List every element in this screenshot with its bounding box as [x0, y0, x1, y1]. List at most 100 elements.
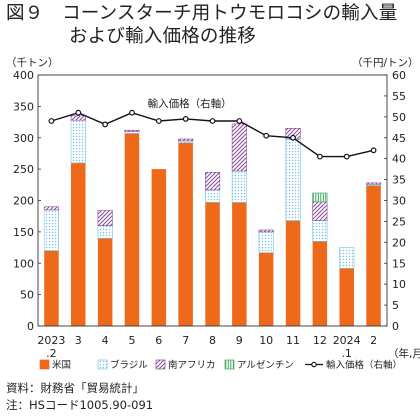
price-point-12 [370, 147, 377, 154]
price-point-1 [75, 109, 82, 116]
bar-2-1 [70, 115, 86, 121]
bar-1-0 [43, 209, 60, 251]
right-tick-label-9: 45 [392, 132, 406, 145]
x-tick-label-7: 9 [236, 334, 243, 347]
right-tick-label-10: 50 [392, 111, 406, 124]
x-tick-label-3: 5 [129, 334, 136, 347]
bar-0-7 [232, 202, 247, 326]
left-tick-label-4: 200 [13, 195, 34, 208]
left-tick-label-8: 400 [13, 69, 34, 82]
price-point-8 [263, 132, 270, 139]
bar-2-12 [365, 182, 382, 185]
bar-1-11 [339, 247, 355, 269]
bar-3-10 [312, 192, 328, 203]
bar-0-0 [44, 250, 59, 326]
right-tick-label-6: 30 [392, 195, 406, 208]
bar-2-3 [124, 129, 140, 132]
bar-1-10 [312, 220, 328, 242]
legend-label-1: ブラジル [110, 359, 148, 371]
left-tick-label-7: 350 [13, 100, 34, 113]
right-tick-label-12: 60 [392, 69, 406, 82]
x-tick-label-6: 8 [209, 334, 216, 347]
bar-0-11 [339, 268, 354, 326]
source-note: 資料：財務省「貿易統計」 [6, 381, 144, 395]
bar-2-8 [258, 229, 274, 233]
price-point-10 [317, 153, 323, 160]
x-tick-label-0: 2023.2 [37, 334, 65, 360]
x-tick-label-5: 7 [182, 334, 189, 347]
x-tick-label-11: 2024.1 [333, 334, 361, 360]
price-point-3 [129, 109, 135, 116]
left-tick-label-0: 0 [27, 320, 34, 333]
x-tick-label-2: 4 [102, 334, 109, 347]
notes: 資料：財務省「貿易統計」 注：HSコード1005.90-091 [6, 380, 153, 414]
price-point-6 [209, 118, 216, 124]
right-tick-label-5: 25 [392, 215, 406, 228]
right-axis-unit-label: （千円/トン） [352, 57, 419, 69]
bars-layer [43, 115, 382, 326]
left-axis-unit-label: （千トン） [6, 57, 59, 69]
right-tick-label-8: 40 [392, 153, 406, 166]
bar-1-7 [231, 170, 247, 203]
x-tick-label-8: 10 [259, 334, 273, 347]
title-line-2: および輸入価格の推移 [69, 26, 257, 47]
stacked-bar-line-chart: （千トン） （千円/トン） 輸入価格（右軸） 05010015020025030… [6, 57, 420, 371]
legend-label-2: 南アフリカ [168, 359, 216, 371]
legend-line-marker [311, 361, 317, 368]
legend-swatch-1 [97, 359, 108, 370]
x-tick-label-10: 12 [313, 334, 327, 347]
bar-0-4 [151, 169, 167, 326]
left-tick-label-2: 100 [13, 257, 34, 270]
bar-2-6 [205, 172, 221, 191]
legend: 米国 ブラジル 南アフリカ アルゼンチン 輸入価格（右軸） [39, 359, 402, 371]
left-tick-label-1: 50 [20, 289, 34, 302]
price-point-9 [290, 134, 296, 141]
bar-0-6 [205, 202, 220, 326]
bar-1-1 [70, 119, 86, 164]
bar-0-3 [124, 133, 140, 326]
bar-0-8 [258, 252, 274, 326]
bar-2-10 [312, 201, 328, 221]
price-line-annotation: 輸入価格（右軸） [148, 97, 232, 110]
price-line-layer: 輸入価格（右軸） [48, 97, 377, 160]
legend-label-line: 輸入価格（右軸） [326, 359, 402, 371]
price-point-11 [343, 153, 350, 160]
bar-0-9 [285, 220, 301, 326]
chart-title: 図９ コーンスターチ用トウモロコシの輸入量 および輸入価格の推移 [6, 2, 416, 48]
right-tick-label-2: 10 [392, 278, 406, 291]
bar-0-12 [366, 185, 381, 326]
x-axis-label: （年,月） [388, 347, 420, 360]
legend-swatch-3 [224, 359, 235, 370]
right-tick-label-4: 20 [392, 236, 406, 249]
bar-2-0 [43, 206, 60, 211]
right-tick-label-1: 5 [392, 299, 399, 312]
title-line-1: 図９ コーンスターチ用トウモロコシの輸入量 [6, 3, 398, 24]
footnote: 注：HSコード1005.90-091 [6, 398, 154, 412]
right-tick-label-0: 0 [392, 320, 399, 333]
bar-0-1 [71, 162, 86, 326]
bar-1-9 [285, 138, 301, 221]
price-point-0 [48, 118, 55, 124]
right-tick-label-7: 35 [392, 174, 406, 187]
bar-0-5 [178, 142, 193, 326]
left-tick-label-6: 300 [13, 132, 34, 145]
x-tick-label-9: 11 [286, 334, 300, 347]
legend-swatch-2 [155, 359, 166, 370]
axes-layer: 0501001502002503003504000510152025303540… [13, 69, 420, 360]
left-tick-label-5: 250 [13, 163, 34, 176]
bar-2-5 [178, 138, 194, 142]
legend-swatch-0 [39, 359, 50, 370]
bar-0-2 [97, 238, 113, 326]
price-point-2 [102, 121, 108, 128]
bar-1-6 [205, 189, 221, 203]
bar-1-8 [258, 231, 274, 253]
legend-label-3: アルゼンチン [237, 359, 294, 371]
x-tick-label-4: 6 [155, 334, 162, 347]
x-tick-label-12: 2 [370, 334, 377, 347]
right-tick-label-3: 15 [392, 257, 406, 270]
price-point-4 [155, 118, 162, 124]
bar-1-2 [97, 225, 113, 239]
price-point-5 [182, 115, 189, 122]
legend-label-0: 米国 [52, 359, 71, 371]
price-point-7 [236, 118, 243, 124]
